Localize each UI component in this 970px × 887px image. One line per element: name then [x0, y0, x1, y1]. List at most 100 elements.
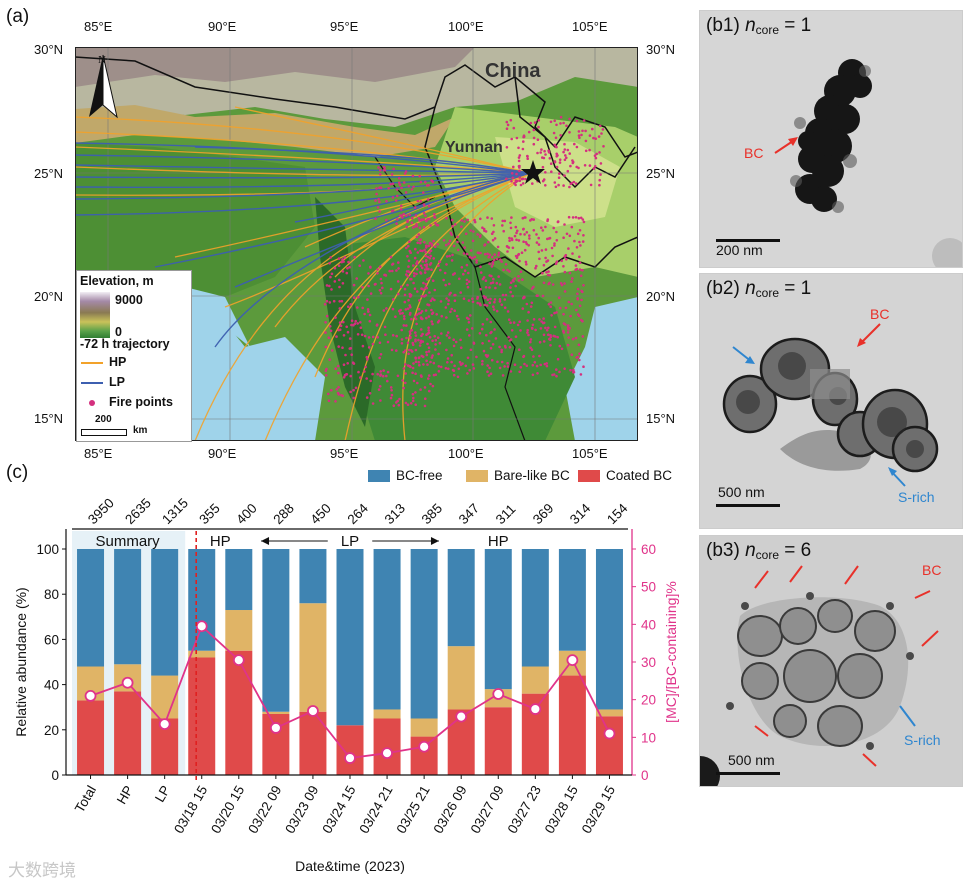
x-tick-label-13: 03/28 15: [542, 783, 581, 836]
panel-c-label: (c): [6, 462, 29, 483]
bar-coated-bc-8: [373, 718, 401, 775]
elevation-colorbar: [80, 292, 110, 338]
bar-coated-bc-0: [77, 700, 105, 775]
b1-scale-label: 200 nm: [716, 242, 763, 258]
bar-coated-bc-11: [484, 707, 512, 775]
bar-bare-like-bc-2: [151, 675, 179, 719]
lp-arrow-left-icon: [261, 537, 270, 545]
mc-ratio-point-8: [381, 747, 393, 760]
bar-coated-bc-6: [299, 711, 327, 775]
y2-tick-label-0: 0: [641, 768, 649, 783]
count-label-6: 450: [307, 501, 334, 528]
b1-scale-bar: [716, 239, 780, 242]
particle-b1-graphic: [700, 11, 962, 267]
x-tick-label-11: 03/27 09: [468, 783, 507, 836]
count-label-12: 369: [530, 501, 557, 528]
lon-tick-top-100: 100°E: [448, 19, 484, 34]
legend-fire-dot-icon: [89, 400, 95, 406]
count-label-10: 347: [456, 501, 483, 528]
lat-tick-right-15: 15°N: [646, 411, 676, 426]
label-yunnan: Yunnan: [445, 139, 503, 156]
bar-bare-like-bc-12: [521, 666, 549, 694]
legend-scale-unit: km: [133, 425, 148, 436]
bar-coated-bc-1: [114, 691, 142, 775]
legend-fire-label: Fire points: [109, 395, 173, 409]
x-tick-label-4: 03/20 15: [208, 783, 247, 836]
legend-swatch-coated: [578, 469, 600, 482]
legend-scale-bar: [81, 429, 127, 436]
panel-a-label: (a): [6, 6, 30, 27]
b2-title: (b2) ncore = 1: [706, 278, 812, 300]
lat-tick-right-30: 30°N: [646, 42, 676, 57]
lat-tick-left-15: 15°N: [34, 411, 64, 426]
b3-title: (b3) ncore = 6: [706, 540, 812, 562]
bar-bc-free-0: [77, 549, 105, 667]
bar-coated-bc-7: [336, 725, 364, 775]
particle-b2-graphic: [700, 274, 962, 528]
mc-ratio-point-3: [195, 620, 208, 633]
legend-hp-line: [81, 362, 103, 364]
bar-coated-bc-13: [558, 675, 586, 775]
b2-bc-label: BC: [870, 306, 890, 322]
lon-tick-bottom-105: 105°E: [572, 446, 608, 461]
lon-tick-bottom-100: 100°E: [448, 446, 484, 461]
x-tick-label-14: 03/29 15: [579, 783, 618, 836]
lon-tick-top-90: 90°E: [208, 19, 237, 34]
bar-bare-like-bc-5: [262, 711, 290, 714]
particle-b3-graphic: [700, 536, 962, 786]
chart-legend-bcfree: BC-free: [368, 468, 443, 483]
legend-elevation-title: Elevation, m: [80, 274, 154, 288]
bar-coated-bc-4: [225, 650, 253, 775]
b1-bc-label: BC: [744, 145, 764, 161]
y2-tick-label-2: 20: [641, 693, 656, 708]
mc-ratio-point-7: [344, 752, 356, 764]
x-tick-label-9: 03/25 21: [393, 783, 432, 836]
chart-legend-coated: Coated BC: [578, 468, 672, 483]
lon-tick-top-95: 95°E: [330, 19, 359, 34]
bar-bare-like-bc-10: [447, 646, 475, 710]
x-tick-label-7: 03/24 15: [319, 783, 358, 836]
mc-ratio-point-12: [529, 703, 542, 715]
legend-elevation-min: 0: [115, 325, 122, 339]
bar-bare-like-bc-9: [410, 718, 438, 737]
legend-hp-label: HP: [109, 355, 127, 369]
x-axis-title: Date&time (2023): [295, 858, 405, 874]
legend-lp-line: [81, 382, 103, 384]
sem-image-b2: (b2) ncore = 1 BC S-rich 500 nm: [699, 273, 963, 529]
lat-tick-left-25: 25°N: [34, 166, 64, 181]
bar-bc-free-6: [299, 549, 327, 604]
bar-bare-like-bc-8: [373, 709, 401, 719]
mc-ratio-point-0: [84, 689, 97, 702]
x-tick-label-6: 03/23 09: [282, 783, 321, 836]
legend-lp-label: LP: [109, 375, 125, 389]
bar-bc-free-10: [447, 549, 475, 647]
bar-coated-bc-14: [595, 716, 623, 775]
group-label-hp-2: HP: [488, 533, 509, 550]
sem-image-b1: (b1) ncore = 1 BC 200 nm: [699, 10, 963, 268]
mc-ratio-point-2: [158, 718, 171, 731]
b3-scale-bar: [716, 772, 780, 775]
lat-tick-left-20: 20°N: [34, 289, 64, 304]
mc-ratio-point-14: [603, 727, 616, 740]
y2-tick-label-4: 40: [641, 617, 656, 632]
x-tick-label-2: LP: [152, 783, 173, 805]
b3-bc-label: BC: [922, 562, 942, 578]
mc-ratio-point-6: [307, 705, 319, 717]
y-tick-label-2: 40: [44, 678, 59, 693]
count-label-7: 264: [345, 500, 372, 527]
y2-tick-label-1: 10: [641, 730, 656, 745]
bar-bc-free-1: [114, 549, 142, 665]
count-label-14: 154: [604, 500, 631, 527]
mc-ratio-point-11: [492, 688, 505, 700]
lon-tick-bottom-85: 85°E: [84, 446, 113, 461]
bar-bc-free-14: [595, 549, 623, 710]
count-label-1: 2635: [122, 495, 154, 527]
map-legend: Elevation, m 9000 0 -72 h trajectory HP …: [76, 270, 192, 442]
x-tick-label-0: Total: [72, 783, 99, 815]
north-arrow-icon: N: [89, 54, 118, 119]
legend-elevation-max: 9000: [115, 293, 143, 307]
lon-tick-bottom-95: 95°E: [330, 446, 359, 461]
lon-tick-bottom-90: 90°E: [208, 446, 237, 461]
b3-srich-label: S-rich: [904, 732, 941, 748]
